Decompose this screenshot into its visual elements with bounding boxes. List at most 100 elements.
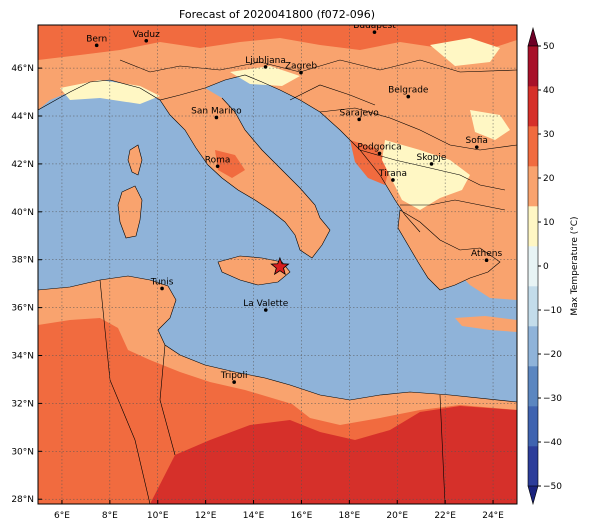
colorbar-tick-label: −20	[543, 350, 562, 360]
city-label: Podgorica	[357, 142, 401, 152]
x-tick-label: 24°E	[482, 511, 504, 521]
colorbar-band	[528, 126, 538, 167]
hungary-mild-zone	[430, 38, 500, 66]
y-tick-label: 40°N	[11, 208, 34, 218]
figure-title: Forecast of 2020041800 (f072-096)	[179, 8, 375, 21]
city-label: Sofia	[466, 136, 488, 146]
city-dot	[377, 151, 382, 156]
x-tick-label: 6°E	[54, 511, 70, 521]
colorbar-band	[528, 366, 538, 407]
city-dot	[299, 70, 303, 75]
city-dot	[406, 94, 411, 99]
balkans-hot-zone	[38, 25, 517, 60]
graticule	[38, 25, 517, 504]
city-dot	[391, 178, 395, 182]
colorbar-tick-label: 40	[543, 86, 555, 96]
y-tick-label: 30°N	[11, 447, 34, 457]
city-dot	[94, 43, 99, 48]
forecast-location-star	[270, 256, 290, 276]
x-tick-label: 22°E	[434, 511, 456, 521]
italy-hot-zone	[215, 150, 245, 178]
colorbar-band	[528, 406, 538, 447]
city-label: Zagreb	[285, 62, 317, 72]
colorbar-band	[528, 166, 538, 207]
crete-land	[455, 316, 517, 332]
colorbar-extend-max	[527, 26, 539, 47]
x-tick-label: 18°E	[339, 511, 361, 521]
city-label: Ljubljana	[245, 56, 286, 66]
sicily-land	[218, 256, 290, 285]
city-label: Skopje	[417, 153, 447, 163]
city-dot	[144, 39, 149, 43]
balkans-mild-zone	[382, 140, 470, 210]
colorbar-tick-label: 0	[543, 262, 549, 272]
colorbar-band	[528, 206, 538, 247]
city-dot	[215, 164, 220, 169]
city-dot	[263, 65, 268, 69]
city-dot	[357, 117, 361, 122]
city-dot	[372, 30, 377, 34]
city-dot	[214, 115, 219, 120]
city-dot	[484, 258, 489, 262]
bulgaria-mild-zone	[470, 110, 510, 140]
colorbar-label: Max Temperature (°C)	[570, 216, 580, 315]
y-tick-label: 28°N	[11, 495, 34, 505]
city-label: San Marino	[191, 106, 242, 116]
y-tick-label: 42°N	[11, 160, 34, 170]
city-label: Tunis	[150, 277, 174, 287]
city-dot	[232, 380, 236, 384]
x-tick-label: 10°E	[147, 511, 169, 521]
city-label: Roma	[205, 155, 231, 165]
city-label: Athens	[471, 249, 502, 259]
y-tick-label: 44°N	[11, 112, 34, 122]
colorbar-tick-label: 50	[543, 42, 555, 52]
colorbar: −50 −40 −30 −20 −10 0 10 20 30 40 50	[527, 26, 562, 506]
city-label: Bern	[86, 34, 107, 44]
colorbar-tick-label: −40	[543, 438, 562, 448]
alps-east-mild-zone	[230, 66, 300, 86]
x-tick-label: 16°E	[291, 511, 313, 521]
italy-land	[160, 88, 330, 258]
city-label: La Valette	[243, 299, 288, 309]
greece-land	[398, 210, 500, 290]
city-dot	[429, 162, 434, 166]
colorbar-band	[528, 46, 538, 87]
colorbar-band	[528, 286, 538, 327]
x-tick-label: 20°E	[386, 511, 408, 521]
colorbar-band	[528, 246, 538, 287]
y-tick-label: 36°N	[11, 304, 34, 314]
colorbar-tick-label: −50	[543, 482, 562, 492]
x-tick-label: 12°E	[195, 511, 217, 521]
city-dot	[474, 145, 479, 149]
y-tick-label: 46°N	[11, 64, 34, 74]
city-dot	[160, 286, 164, 291]
y-tick-label: 32°N	[11, 399, 34, 409]
colorbar-tick-label: 30	[543, 130, 555, 140]
colorbar-tick-label: −30	[543, 394, 562, 404]
x-tick-label: 14°E	[243, 511, 265, 521]
city-label: Tirana	[378, 169, 407, 179]
city-label: Budapest	[353, 21, 396, 31]
colorbar-tick-label: −10	[543, 306, 562, 316]
country-borders	[38, 59, 517, 504]
city-label: Belgrade	[388, 86, 429, 96]
colorbar-band	[528, 326, 538, 367]
city-label: Tripoli	[220, 371, 248, 381]
europe-land	[38, 25, 517, 300]
corsica-land	[128, 145, 142, 175]
city-dot	[263, 308, 268, 312]
y-tick-label: 34°N	[11, 352, 34, 362]
sahara-very-hot-zone	[150, 406, 517, 504]
map-frame	[37, 24, 518, 505]
y-axis-ticks: 28°N 30°N 32°N 34°N 36°N 38°N 40°N 42°N 44°N 46°N	[11, 64, 42, 505]
colorbar-band	[528, 86, 538, 127]
city-label: Sarajevo	[340, 108, 380, 118]
x-tick-label: 8°E	[102, 511, 118, 521]
colorbar-extend-min	[527, 485, 539, 506]
colorbar-tick-label: 20	[543, 174, 555, 184]
y-tick-label: 38°N	[11, 256, 34, 266]
colorbar-tick-label: 10	[543, 218, 555, 228]
